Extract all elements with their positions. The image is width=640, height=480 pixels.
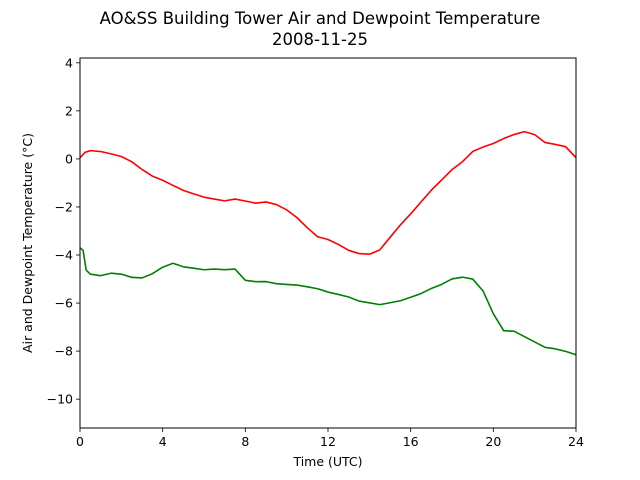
y-tick-label: −6 <box>55 296 73 311</box>
y-tick-label: 0 <box>65 151 73 166</box>
y-tick-label: −4 <box>55 248 73 263</box>
x-tick-label: 16 <box>403 434 419 449</box>
plot-frame <box>79 57 577 429</box>
x-tick-label: 20 <box>485 434 501 449</box>
y-tick-label: −10 <box>47 392 73 407</box>
chart-subtitle: 2008-11-25 <box>272 30 368 49</box>
series-line-1 <box>79 130 577 256</box>
x-axis-label: Time (UTC) <box>292 454 362 469</box>
chart-title: AO&SS Building Tower Air and Dewpoint Te… <box>100 9 541 28</box>
series-line-2 <box>79 247 577 356</box>
y-tick-label: −8 <box>55 344 73 359</box>
series-layer <box>79 130 577 356</box>
y-tick-label: 2 <box>65 103 73 118</box>
x-tick-label: 24 <box>568 434 584 449</box>
x-tick-label: 8 <box>241 434 249 449</box>
x-tick-label: 0 <box>76 434 84 449</box>
y-axis-label: Air and Dewpoint Temperature (°C) <box>20 133 35 353</box>
x-tick-label: 4 <box>159 434 167 449</box>
x-tick-label: 12 <box>320 434 336 449</box>
y-tick-label: −2 <box>55 199 73 214</box>
y-tick-label: 4 <box>65 55 73 70</box>
